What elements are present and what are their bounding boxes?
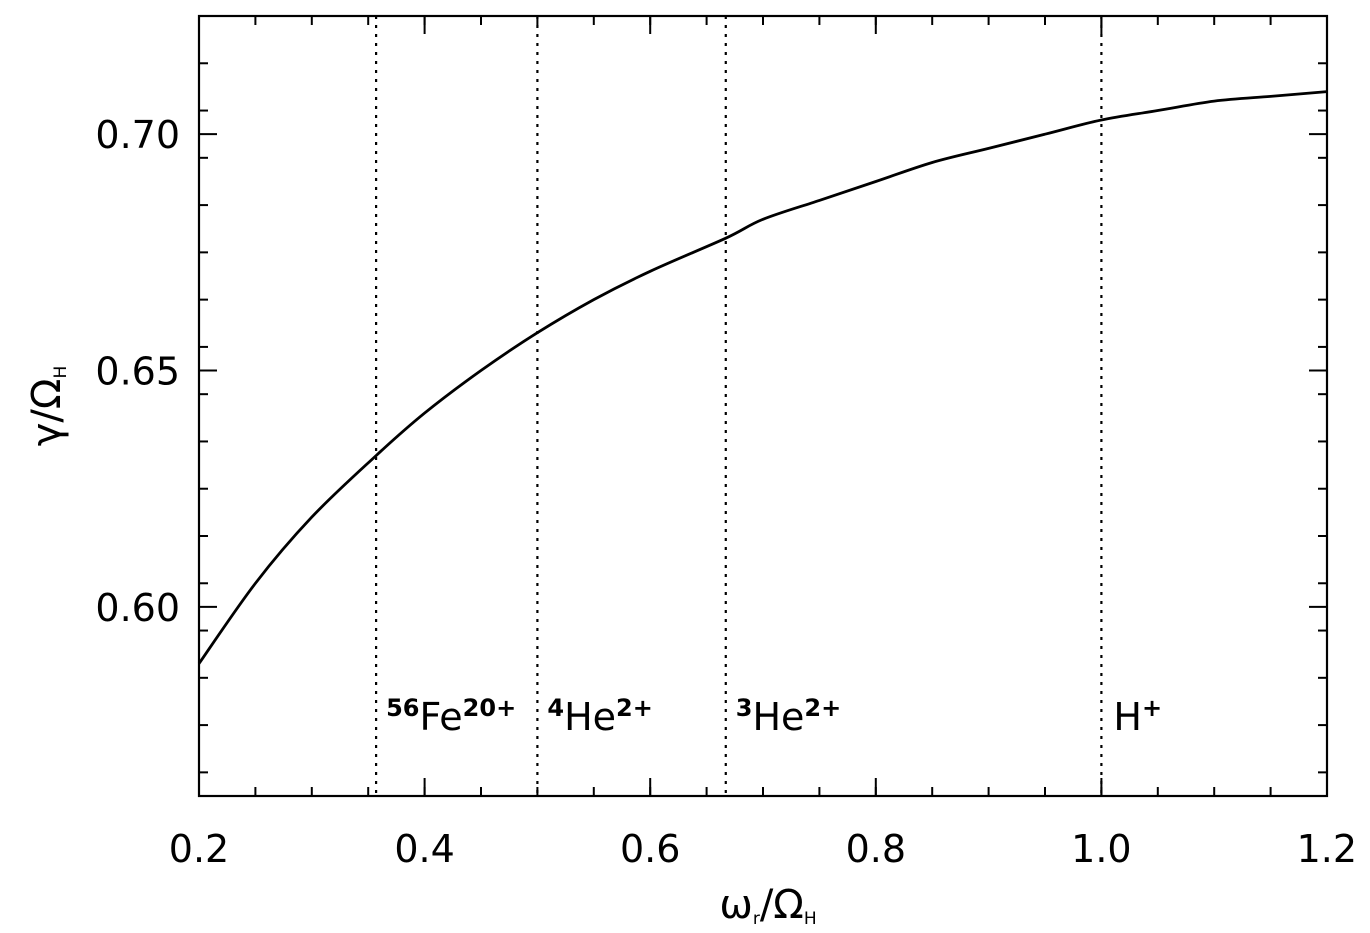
y-axis-label-den: Ω [24,379,70,410]
series-line [197,90,1328,665]
series-group [197,90,1328,665]
ion-charge: 2+ [804,694,841,722]
ion-charge: + [1142,694,1162,722]
ion-charge: 20+ [463,694,517,722]
ion-label: 3He2+ [736,694,841,739]
ion-element: Fe [420,695,463,739]
ion-element: H [1113,695,1142,739]
x-tick-labels: 0.2 0.4 0.6 0.8 1.0 1.2 [169,827,1357,871]
ion-element: He [752,695,804,739]
reference-lines [374,16,1103,796]
y-axis-label-sep: / [24,409,70,423]
x-tick-label: 0.4 [394,827,454,871]
x-axis-label: ωr/ΩH [719,882,816,929]
x-axis-label-sub: r [753,909,760,929]
ion-mass-number: 56 [386,694,419,722]
x-tick-label: 1.2 [1297,827,1357,871]
x-tick-label: 0.8 [846,827,906,871]
x-tick-label: 0.6 [620,827,680,871]
y-axis-label-den-sub: H [51,366,71,379]
y-tick-labels: 0.60 0.65 0.70 [95,113,180,630]
ion-labels: 56Fe20+ 4He2+ 3He2+ H+ [386,694,1162,739]
ion-label: H+ [1113,694,1162,739]
plot-frame [197,14,1329,798]
ion-label: 56Fe20+ [386,694,516,739]
x-tick-label: 1.0 [1071,827,1131,871]
x-axis-label-den: Ω [773,882,804,928]
y-axis-label-main: γ [24,423,70,447]
minor-ticks [198,16,1328,796]
y-tick-label: 0.65 [95,350,180,394]
ion-mass-number: 4 [547,694,564,722]
x-tick-label: 0.2 [169,827,229,871]
x-axis-label-den-sub: H [804,909,817,929]
y-axis-label: γ/ΩH [24,366,71,447]
x-axis-label-main: ω [719,882,753,928]
y-tick-label: 0.60 [95,586,180,630]
ion-mass-number: 3 [736,694,753,722]
ion-element: He [564,695,616,739]
ion-charge: 2+ [616,694,653,722]
ion-label: 4He2+ [547,694,652,739]
y-tick-label: 0.70 [95,113,180,157]
major-ticks [198,16,1328,796]
x-axis-label-sep: / [760,882,774,928]
